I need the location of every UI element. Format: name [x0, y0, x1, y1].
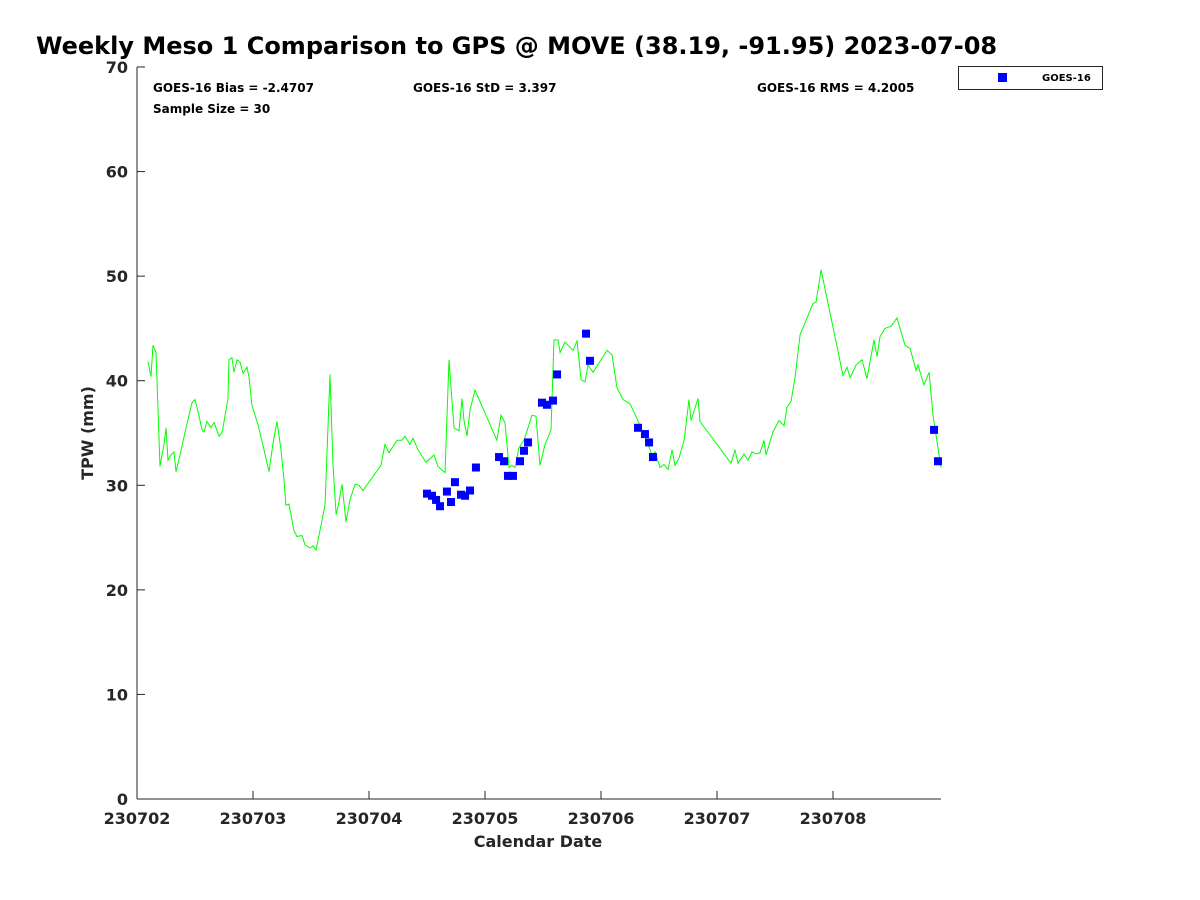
legend-label-goes16: GOES-16: [1042, 73, 1091, 84]
legend-box: [958, 66, 1103, 90]
goes16-point: [519, 446, 528, 455]
goes16-point: [456, 490, 465, 499]
goes16-point: [508, 471, 517, 480]
goes16-point: [432, 495, 441, 504]
x-tick-label: 230702: [104, 809, 171, 828]
sample-size-annotation: Sample Size = 30: [153, 102, 270, 116]
rms-annotation: GOES-16 RMS = 4.2005: [757, 81, 914, 95]
x-tick-label: 230704: [336, 809, 403, 828]
goes16-point: [585, 356, 594, 365]
goes16-point: [537, 398, 546, 407]
goes16-point: [634, 423, 643, 432]
legend: GOES-16: [958, 66, 1103, 90]
goes16-point: [447, 498, 456, 507]
goes16-point: [466, 486, 475, 495]
y-tick-label: 10: [106, 685, 128, 704]
goes16-point: [645, 438, 654, 447]
legend-marker-goes16: [998, 73, 1007, 82]
y-tick-label: 0: [117, 790, 128, 809]
x-tick-label: 230705: [452, 809, 519, 828]
goes16-point: [461, 491, 470, 500]
goes16-point: [427, 491, 436, 500]
goes16-point: [933, 457, 942, 466]
goes16-point: [450, 478, 459, 487]
axes: [136, 67, 941, 800]
goes16-point: [648, 453, 657, 462]
goes16-point: [500, 457, 509, 466]
y-tick-label: 70: [106, 58, 128, 77]
goes16-point: [471, 463, 480, 472]
goes16-point: [553, 370, 562, 379]
gps-series-line: [147, 269, 942, 552]
goes16-point: [495, 453, 504, 462]
x-tick-label: 230706: [568, 809, 635, 828]
y-tick-label: 50: [106, 267, 128, 286]
std-annotation: GOES-16 StD = 3.397: [413, 81, 556, 95]
goes16-point: [542, 400, 551, 409]
goes16-point: [423, 489, 432, 498]
goes16-point: [524, 438, 533, 447]
chart-title: Weekly Meso 1 Comparison to GPS @ MOVE (…: [36, 32, 997, 60]
goes16-point: [503, 471, 512, 480]
x-tick-label: 230707: [684, 809, 751, 828]
y-axis-label: TPW (mm): [78, 386, 97, 480]
bias-annotation: GOES-16 Bias = -2.4707: [153, 81, 314, 95]
x-tick-label: 230703: [220, 809, 287, 828]
goes16-point: [516, 457, 525, 466]
plot-area: [147, 269, 942, 552]
goes16-point: [640, 430, 649, 439]
y-tick-label: 40: [106, 372, 128, 391]
x-tick-label: 230708: [800, 809, 867, 828]
y-tick-label: 60: [106, 163, 128, 182]
y-tick-label: 30: [106, 476, 128, 495]
goes16-point: [582, 329, 591, 338]
goes16-point: [435, 502, 444, 511]
y-tick-label: 20: [106, 581, 128, 600]
x-axis-label: Calendar Date: [474, 832, 603, 851]
goes16-point: [442, 487, 451, 496]
goes16-point: [548, 396, 557, 405]
goes16-point: [930, 425, 939, 434]
